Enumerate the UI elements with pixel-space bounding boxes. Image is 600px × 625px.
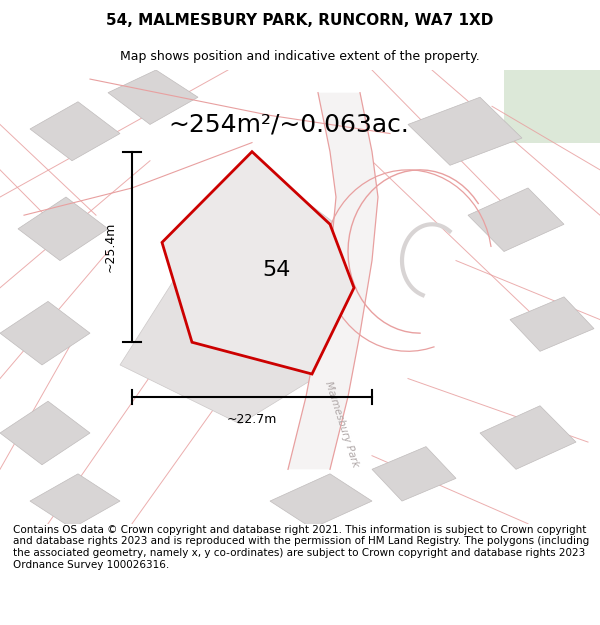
Text: ~254m²/~0.063ac.: ~254m²/~0.063ac. [168, 112, 409, 136]
Text: Contains OS data © Crown copyright and database right 2021. This information is : Contains OS data © Crown copyright and d… [13, 525, 589, 569]
Text: ~25.4m: ~25.4m [104, 222, 117, 272]
Polygon shape [270, 474, 372, 528]
Polygon shape [504, 70, 600, 142]
Polygon shape [30, 474, 120, 528]
Polygon shape [510, 297, 594, 351]
Polygon shape [30, 102, 120, 161]
Polygon shape [372, 447, 456, 501]
Text: Malmesbury Park: Malmesbury Park [323, 379, 361, 468]
Polygon shape [408, 98, 522, 165]
Text: Map shows position and indicative extent of the property.: Map shows position and indicative extent… [120, 51, 480, 63]
Polygon shape [0, 301, 90, 365]
Polygon shape [108, 70, 198, 124]
Polygon shape [120, 197, 372, 424]
Text: 54, MALMESBURY PARK, RUNCORN, WA7 1XD: 54, MALMESBURY PARK, RUNCORN, WA7 1XD [106, 12, 494, 28]
Polygon shape [288, 92, 378, 469]
Polygon shape [468, 188, 564, 251]
Text: ~22.7m: ~22.7m [227, 412, 277, 426]
Polygon shape [0, 401, 90, 465]
Polygon shape [162, 152, 354, 374]
Polygon shape [18, 197, 108, 261]
Text: 54: 54 [262, 259, 290, 279]
Polygon shape [480, 406, 576, 469]
